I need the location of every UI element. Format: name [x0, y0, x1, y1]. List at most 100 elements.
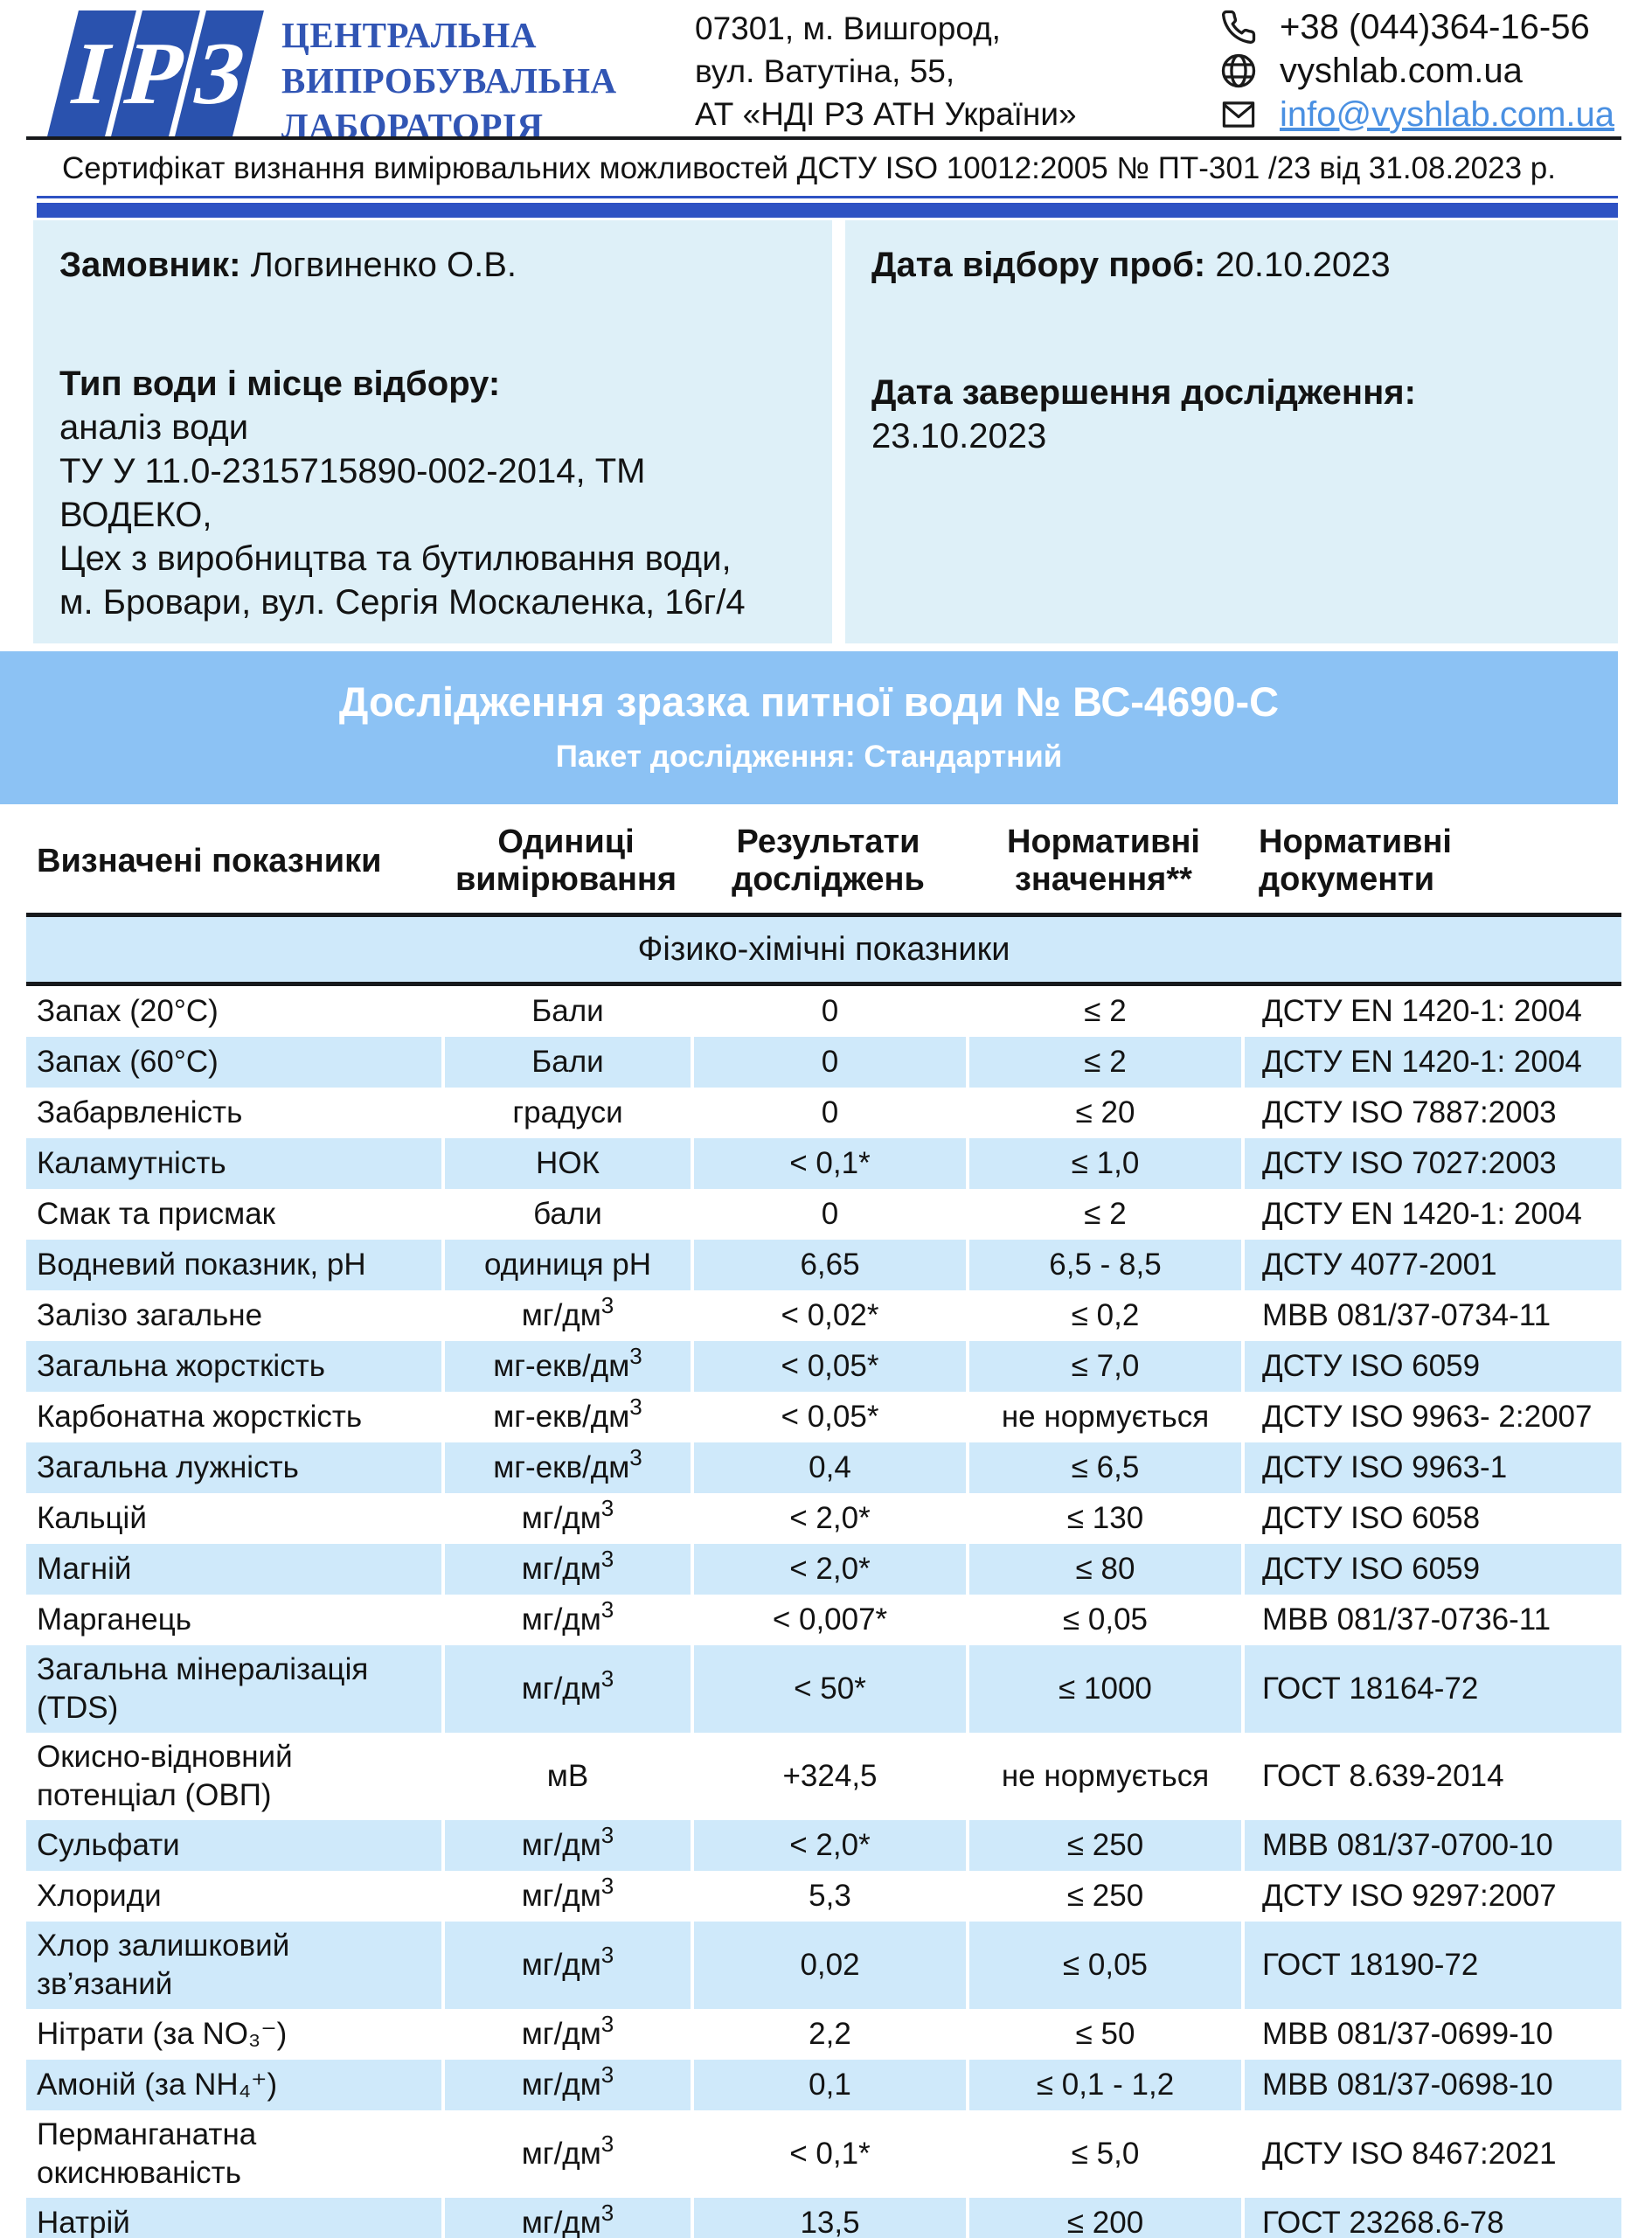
param-result-cell: < 50*	[691, 1645, 966, 1733]
param-name-cell: Загальна мінералізація (TDS)	[26, 1645, 441, 1733]
param-doc-cell: МВВ 081/37-0736-11	[1241, 1595, 1621, 1645]
param-unit-cell: мг/дм3	[441, 2198, 691, 2238]
param-doc-cell: ДСТУ ISO 6058	[1241, 1493, 1621, 1544]
table-row: Натрій мг/дм3 13,5 ≤ 200 ГОСТ 23268.6-78	[26, 2198, 1621, 2238]
param-unit-cell: мг/дм3	[441, 1820, 691, 1871]
param-doc-cell: ДСТУ ISO 8467:2021	[1241, 2110, 1621, 2198]
certificate-line: Сертифікат визнання вимірювальних можлив…	[61, 151, 1556, 185]
param-doc-cell: ДСТУ 4077-2001	[1241, 1240, 1621, 1290]
contact-block: +38 (044)364-16-56 vyshlab.com.ua info@v…	[1220, 5, 1614, 136]
table-row: Загальна жорсткість мг-екв/дм3 < 0,05* ≤ 7,…	[26, 1341, 1621, 1392]
param-doc-cell: МВВ 081/37-0699-10	[1241, 2009, 1621, 2060]
param-norm-cell: не нормується	[966, 1733, 1241, 1820]
param-result-cell: 13,5	[691, 2198, 966, 2238]
param-doc-cell: ДСТУ EN 1420-1: 2004	[1241, 1189, 1621, 1240]
column-header-unit: Одиниці вимірювання	[441, 804, 691, 917]
report-title-banner: Дослідження зразка питної води № ВС-4690…	[0, 651, 1618, 804]
param-unit-cell: мг/дм3	[441, 1544, 691, 1595]
customer-label: Замовник:	[59, 246, 241, 284]
table-row: Хлор залишковий зв’язаний мг/дм3 0,02 ≤ 0,0…	[26, 1922, 1621, 2009]
blue-rule-thin	[37, 196, 1618, 198]
param-result-cell: < 0,1*	[691, 2110, 966, 2198]
param-unit-cell: Бали	[441, 986, 691, 1037]
param-name-cell: Амоній (за NH₄⁺)	[26, 2060, 441, 2110]
param-unit-cell: мг/дм3	[441, 2110, 691, 2198]
logo-letter: І	[62, 24, 121, 123]
param-norm-cell: ≤ 6,5	[966, 1442, 1241, 1493]
param-unit-cell: бали	[441, 1189, 691, 1240]
lab-address-line: 07301, м. Вишгород,	[695, 10, 1001, 46]
customer-info-box: Замовник: Логвиненко О.В. Тип води і міс…	[33, 220, 832, 643]
table-row: Сульфати мг/дм3 < 2,0* ≤ 250 МВВ 081/37-0700…	[26, 1820, 1621, 1871]
param-doc-cell: ГОСТ 18190-72	[1241, 1922, 1621, 2009]
param-doc-cell: ГОСТ 8.639-2014	[1241, 1733, 1621, 1820]
table-row: Хлориди мг/дм3 5,3 ≤ 250 ДСТУ ISO 9297:2007	[26, 1871, 1621, 1922]
customer-line: Замовник: Логвиненко О.В.	[59, 243, 806, 287]
email-link[interactable]: info@vyshlab.com.ua	[1280, 94, 1615, 134]
param-norm-cell: ≤ 130	[966, 1493, 1241, 1544]
email-row: info@vyshlab.com.ua	[1220, 93, 1614, 136]
param-unit-cell: мг/дм3	[441, 1871, 691, 1922]
envelope-icon	[1222, 101, 1255, 128]
param-norm-cell: 6,5 - 8,5	[966, 1240, 1241, 1290]
blue-rule-thick	[37, 203, 1618, 218]
unit-superscript: 3	[600, 1942, 614, 1968]
table-row: Марганець мг/дм3 < 0,007* ≤ 0,05 МВВ 081/37-…	[26, 1595, 1621, 1645]
phone-row: +38 (044)364-16-56	[1220, 5, 1614, 49]
table-row: Каламутність НОК < 0,1* ≤ 1,0 ДСТУ ISO 7027:…	[26, 1138, 1621, 1189]
table-row: Нітрати (за NO₃⁻) мг/дм3 2,2 ≤ 50 МВВ 081/37…	[26, 2009, 1621, 2060]
param-unit-cell: мг/дм3	[441, 1493, 691, 1544]
param-name-cell: Запах (20°С)	[37, 994, 219, 1028]
table-row: Запах (20°С) Бали 0 ≤ 2 ДСТУ EN 1420-1: 2004	[26, 986, 1621, 1037]
results-table: Визначені показники Одиниці вимірювання …	[26, 804, 1621, 2238]
sampling-date-value: 20.10.2023	[1215, 246, 1391, 284]
param-doc-cell: ДСТУ ISO 9963-1	[1241, 1442, 1621, 1493]
param-result-cell: 2,2	[691, 2009, 966, 2060]
param-norm-cell: ≤ 2	[966, 1189, 1241, 1240]
unit-superscript: 3	[629, 1394, 642, 1420]
param-name-cell: Загальна жорсткість	[26, 1341, 441, 1392]
param-unit-cell: мВ	[441, 1733, 691, 1820]
unit-superscript: 3	[600, 2011, 614, 2037]
param-result-cell: 0,1	[691, 2060, 966, 2110]
param-doc-cell: ДСТУ EN 1420-1: 2004	[1241, 1037, 1621, 1088]
param-unit-cell: мг/дм3	[441, 2060, 691, 2110]
table-row: Залізо загальне мг/дм3 < 0,02* ≤ 0,2 МВВ 081…	[26, 1290, 1621, 1341]
param-unit-cell: одиниця pH	[441, 1240, 691, 1290]
param-name-cell: Смак та присмак	[37, 1197, 275, 1231]
param-result-cell: +324,5	[691, 1733, 966, 1820]
param-result-cell: 6,65	[691, 1240, 966, 1290]
param-result-cell: < 0,02*	[691, 1290, 966, 1341]
param-doc-cell: ДСТУ ISO 7887:2003	[1241, 1088, 1621, 1138]
lab-name-line: ВИПРОБУВАЛЬНА	[281, 60, 617, 101]
param-result-cell: < 0,05*	[691, 1341, 966, 1392]
param-result-cell: 0,02	[691, 1922, 966, 2009]
param-unit-cell: Бали	[441, 1037, 691, 1088]
table-row: Запах (60°С) Бали 0 ≤ 2 ДСТУ EN 1420-1: 2004	[26, 1037, 1621, 1088]
param-unit-cell: мг/дм3	[441, 2009, 691, 2060]
water-type-value: аналіз води ТУ У 11.0-2315715890-002-201…	[59, 408, 746, 622]
unit-superscript: 3	[600, 1665, 614, 1692]
param-name-cell: Магній	[26, 1544, 441, 1595]
param-norm-cell: ≤ 50	[966, 2009, 1241, 2060]
param-norm-cell: ≤ 0,2	[966, 1290, 1241, 1341]
param-unit-cell: мг/дм3	[441, 1290, 691, 1341]
param-doc-cell: ДСТУ ISO 6059	[1241, 1544, 1621, 1595]
param-unit-cell: мг/дм3	[441, 1595, 691, 1645]
results-table-body: Фізико-хімічні показники Запах (20°С) Бал…	[26, 917, 1621, 2238]
param-norm-cell: ≤ 80	[966, 1544, 1241, 1595]
param-doc-cell: ДСТУ ISO 9297:2007	[1241, 1871, 1621, 1922]
param-norm-cell: ≤ 2	[966, 1037, 1241, 1088]
param-norm-cell: ≤ 200	[966, 2198, 1241, 2238]
param-unit-cell: мг-екв/дм3	[441, 1392, 691, 1442]
param-result-cell: < 2,0*	[691, 1820, 966, 1871]
unit-superscript: 3	[600, 1596, 614, 1623]
param-name-cell: Запах (60°С)	[26, 1037, 441, 1088]
param-unit-cell: НОК	[441, 1138, 691, 1189]
column-header-parameter: Визначені показники	[26, 804, 441, 917]
website-url: vyshlab.com.ua	[1280, 51, 1523, 90]
unit-superscript: 3	[629, 1343, 642, 1369]
table-row: Магній мг/дм3 < 2,0* ≤ 80 ДСТУ ISO 6059	[26, 1544, 1621, 1595]
water-type-label: Тип води і місце відбору:	[59, 365, 501, 403]
